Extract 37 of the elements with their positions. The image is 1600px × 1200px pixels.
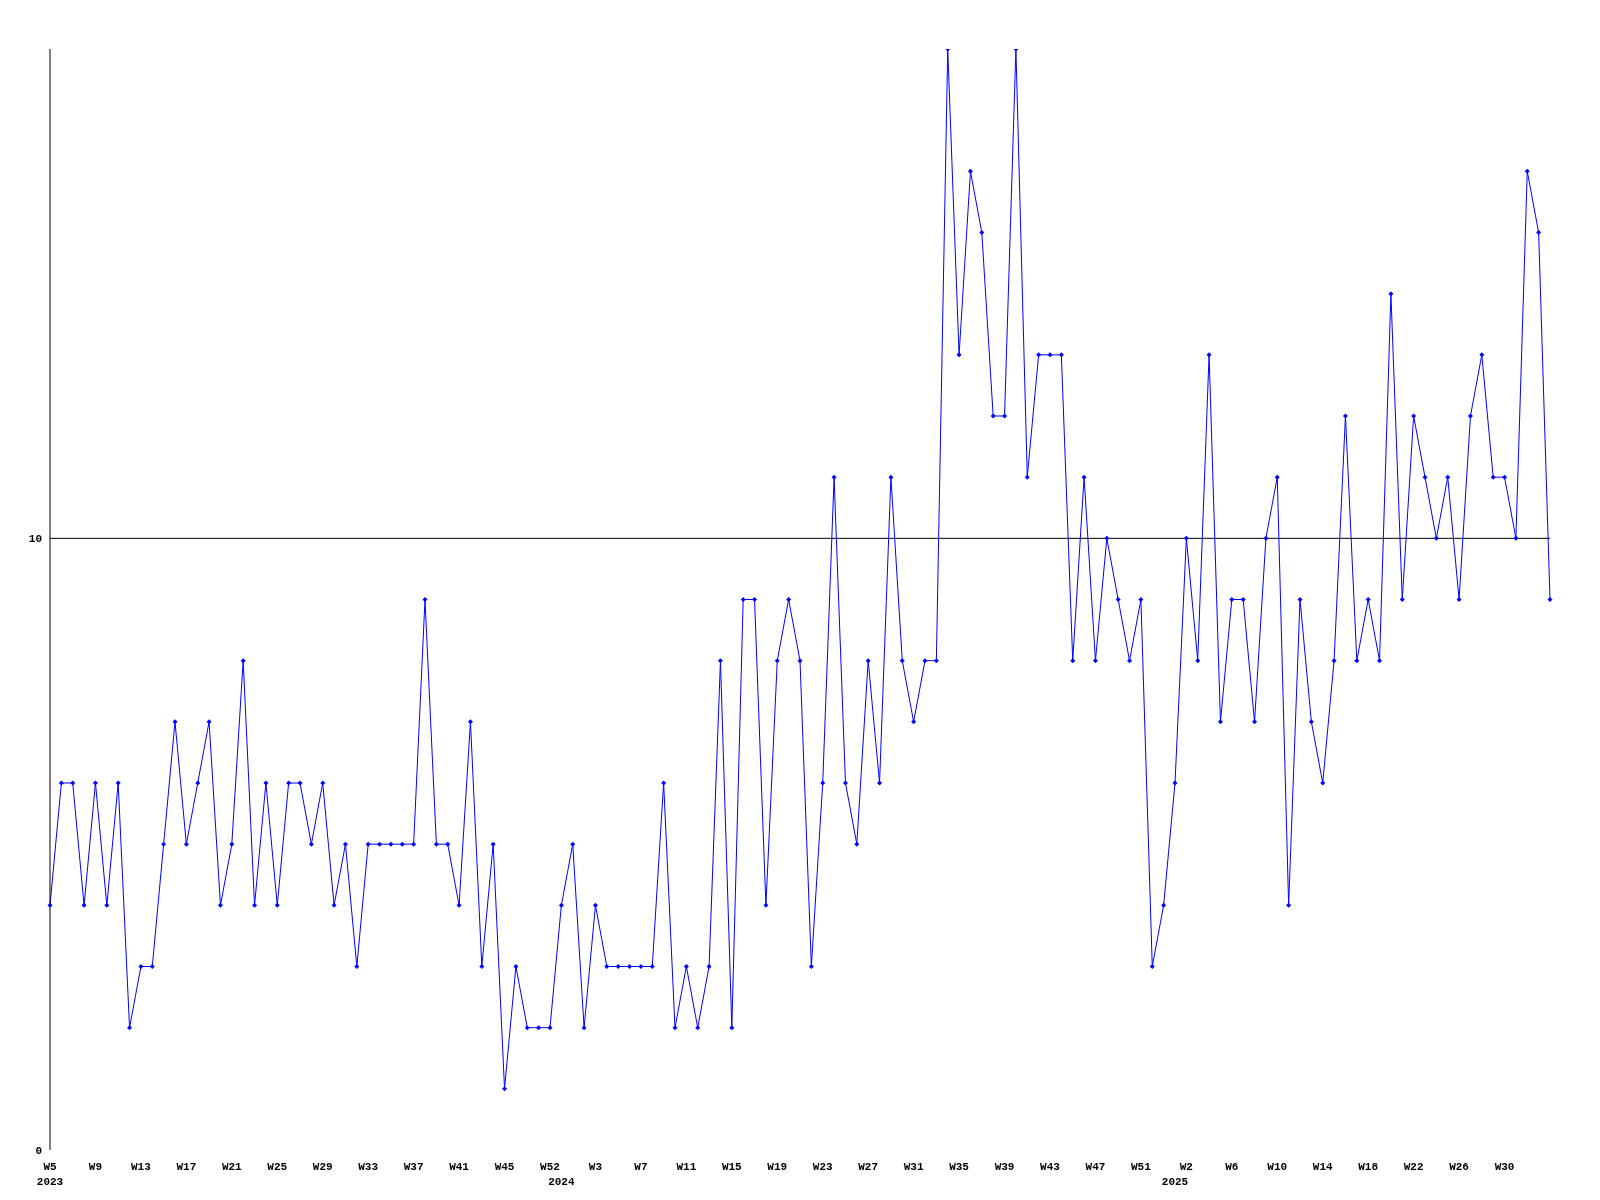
- x-tick-label: W3: [588, 1161, 603, 1173]
- x-tick-label: W30: [1494, 1161, 1515, 1173]
- x-tick-label: W17: [176, 1161, 197, 1173]
- x-tick-label: W33: [358, 1161, 379, 1173]
- x-tick-label: W14: [1312, 1161, 1334, 1173]
- x-tick-label: W35: [949, 1161, 970, 1173]
- x-tick-label: W15: [721, 1161, 743, 1173]
- x-tick-label: W7: [634, 1161, 648, 1173]
- x-tick-label: W9: [88, 1161, 103, 1173]
- x-tick-label: W23: [812, 1161, 834, 1173]
- x-tick-label: W29: [312, 1161, 333, 1173]
- x-tick-label: 2024: [548, 1176, 575, 1188]
- x-tick-label: W43: [1040, 1161, 1061, 1173]
- x-tick-label: 2025: [1161, 1176, 1189, 1188]
- x-tick-label: W2: [1179, 1161, 1193, 1173]
- x-tick-label: W51: [1131, 1161, 1152, 1173]
- x-tick-label: W45: [494, 1161, 515, 1173]
- x-tick-label: W47: [1085, 1161, 1106, 1173]
- x-tick-label: W27: [858, 1161, 879, 1173]
- x-tick-label: W19: [767, 1161, 788, 1173]
- x-tick-label: W11: [676, 1161, 697, 1173]
- x-tick-label: W22: [1403, 1161, 1424, 1173]
- y-tick-label: 0: [35, 1144, 42, 1157]
- x-tick-label: W13: [131, 1161, 152, 1173]
- x-tick-label: W31: [903, 1161, 924, 1173]
- x-tick-label: W39: [994, 1161, 1015, 1173]
- x-tick-label: W26: [1449, 1161, 1469, 1173]
- x-tick-label: W5 2023: [36, 1161, 64, 1188]
- x-tick-label: W21: [221, 1161, 243, 1173]
- x-tick-label: W25: [267, 1161, 288, 1173]
- y-tick-label: 10: [28, 533, 42, 546]
- x-tick-label: W6: [1225, 1161, 1239, 1173]
- x-tick-label: W52: [540, 1161, 560, 1173]
- x-tick-label: W37: [403, 1161, 424, 1173]
- x-tick-label: W41: [449, 1161, 470, 1173]
- x-tick-label: W18: [1358, 1161, 1379, 1173]
- x-tick-label: W10: [1267, 1161, 1288, 1173]
